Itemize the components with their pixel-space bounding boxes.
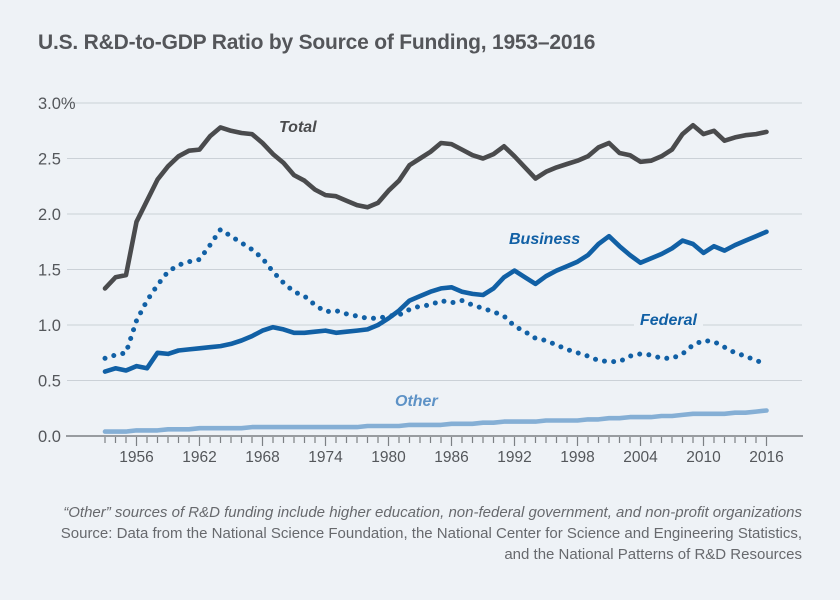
series-label-other: Other bbox=[395, 393, 438, 410]
y-tick-label: 1.0 bbox=[38, 317, 61, 335]
x-tick-label: 1956 bbox=[119, 449, 153, 466]
series-line-total bbox=[102, 122, 769, 291]
y-tick-label: 2.5 bbox=[38, 151, 61, 169]
x-tick-label: 1986 bbox=[434, 449, 468, 466]
footnote: “Other” sources of R&D funding include h… bbox=[61, 502, 802, 565]
x-tick-label: 2016 bbox=[749, 449, 783, 466]
series-label-federal: Federal bbox=[634, 312, 703, 330]
x-tick-label: 1980 bbox=[371, 449, 406, 466]
y-tick-label: 0.5 bbox=[38, 373, 61, 391]
y-tick-label: 2.0 bbox=[38, 206, 61, 224]
series-label-total: Total bbox=[279, 119, 317, 136]
y-tick-label: 0.0 bbox=[38, 428, 61, 446]
x-tick-label: 1998 bbox=[560, 449, 594, 466]
y-tick-label: 1.5 bbox=[38, 262, 61, 280]
series-line-other bbox=[102, 408, 769, 434]
chart-title: U.S. R&D-to-GDP Ratio by Source of Fundi… bbox=[38, 31, 596, 54]
footnote-line-2: Source: Data from the National Science F… bbox=[60, 525, 802, 542]
x-tick-label: 2010 bbox=[686, 449, 721, 466]
x-tick-label: 1974 bbox=[308, 449, 343, 466]
x-tick-label: 1962 bbox=[182, 449, 216, 466]
series-line-federal bbox=[102, 227, 769, 367]
y-tick-label: 3.0% bbox=[38, 95, 76, 113]
footnote-line-1: “Other” sources of R&D funding include h… bbox=[63, 504, 802, 521]
x-tick-label: 1968 bbox=[245, 449, 279, 466]
x-tick-label: 1992 bbox=[497, 449, 531, 466]
footnote-line-3: and the National Patterns of R&D Resourc… bbox=[504, 546, 802, 563]
x-tick-label: 2004 bbox=[623, 449, 658, 466]
series-label-business: Business bbox=[509, 231, 581, 248]
series-line-business bbox=[102, 229, 769, 374]
